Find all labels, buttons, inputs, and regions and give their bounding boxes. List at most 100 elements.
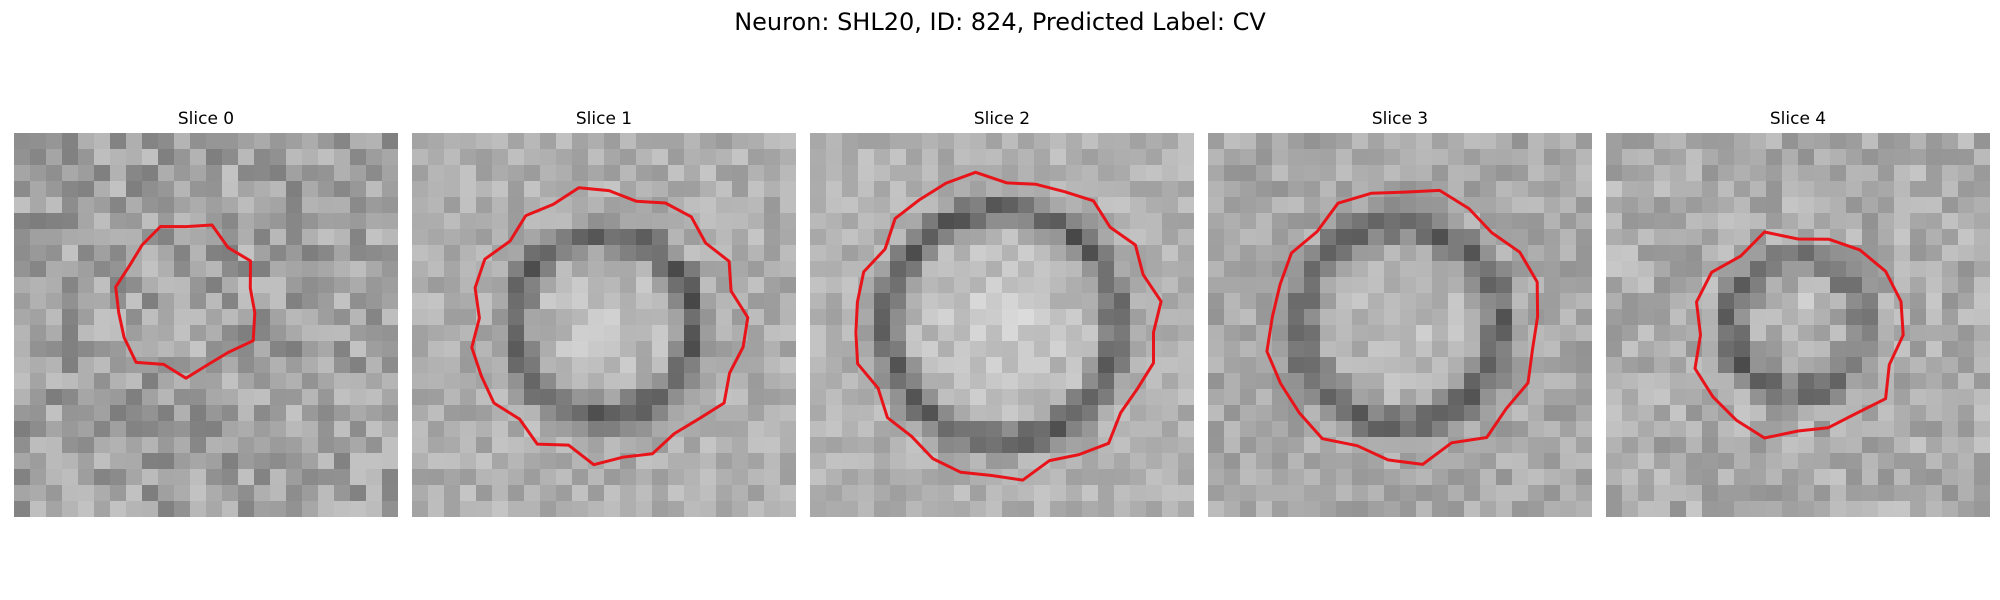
pixel bbox=[684, 469, 701, 486]
pixel bbox=[302, 149, 319, 166]
pixel bbox=[476, 501, 493, 517]
pixel bbox=[1878, 485, 1895, 502]
pixel bbox=[1480, 245, 1497, 262]
pixel bbox=[460, 149, 477, 166]
pixel bbox=[652, 501, 669, 517]
pixel bbox=[476, 421, 493, 438]
pixel bbox=[826, 453, 843, 470]
pixel bbox=[1208, 421, 1225, 438]
pixel bbox=[1114, 341, 1131, 358]
pixel bbox=[1304, 261, 1321, 278]
pixel bbox=[1576, 309, 1592, 326]
pixel bbox=[1654, 133, 1671, 150]
pixel bbox=[174, 405, 191, 422]
pixel bbox=[254, 229, 271, 246]
pixel bbox=[1098, 389, 1115, 406]
pixel bbox=[1256, 149, 1273, 166]
pixel bbox=[588, 405, 605, 422]
pixel bbox=[412, 501, 429, 517]
pixel bbox=[1560, 373, 1577, 390]
pixel bbox=[334, 181, 351, 198]
pixel bbox=[636, 149, 653, 166]
pixel bbox=[700, 309, 717, 326]
pixel bbox=[556, 293, 573, 310]
pixel bbox=[382, 501, 398, 517]
pixel bbox=[1114, 261, 1131, 278]
pixel bbox=[1544, 229, 1561, 246]
pixel bbox=[1958, 229, 1975, 246]
pixel bbox=[126, 421, 143, 438]
pixel bbox=[1782, 357, 1799, 374]
pixel bbox=[1894, 453, 1911, 470]
pixel bbox=[1114, 405, 1131, 422]
pixel bbox=[1686, 421, 1703, 438]
pixel bbox=[62, 197, 79, 214]
pixel bbox=[1066, 165, 1083, 182]
pixel bbox=[1750, 341, 1767, 358]
pixel bbox=[1400, 133, 1417, 150]
pixel bbox=[1368, 309, 1385, 326]
pixel bbox=[1480, 469, 1497, 486]
pixel bbox=[906, 165, 923, 182]
pixel bbox=[890, 389, 907, 406]
pixel bbox=[1416, 277, 1433, 294]
pixel bbox=[1130, 309, 1147, 326]
pixel bbox=[1560, 277, 1577, 294]
pixel bbox=[1974, 229, 1990, 246]
pixel bbox=[858, 229, 875, 246]
pixel bbox=[1606, 325, 1623, 342]
pixel bbox=[1066, 357, 1083, 374]
pixel bbox=[1846, 309, 1863, 326]
pixel bbox=[700, 133, 717, 150]
pixel bbox=[1336, 389, 1353, 406]
pixel bbox=[1974, 277, 1990, 294]
pixel bbox=[1002, 389, 1019, 406]
pixel bbox=[858, 149, 875, 166]
pixel bbox=[1336, 357, 1353, 374]
pixel bbox=[254, 133, 271, 150]
pixel bbox=[652, 213, 669, 230]
pixel bbox=[826, 405, 843, 422]
pixel bbox=[1448, 133, 1465, 150]
pixel bbox=[1576, 501, 1592, 517]
pixel bbox=[540, 357, 557, 374]
pixel bbox=[1750, 277, 1767, 294]
pixel bbox=[190, 485, 207, 502]
pixel bbox=[1304, 197, 1321, 214]
pixel bbox=[1686, 229, 1703, 246]
pixel bbox=[1400, 245, 1417, 262]
pixel bbox=[1384, 341, 1401, 358]
pixel bbox=[1224, 341, 1241, 358]
pixel bbox=[1018, 149, 1035, 166]
pixel bbox=[842, 149, 859, 166]
pixel bbox=[1560, 501, 1577, 517]
pixel bbox=[302, 373, 319, 390]
pixel bbox=[858, 181, 875, 198]
pixel bbox=[620, 293, 637, 310]
pixel bbox=[1178, 229, 1194, 246]
pixel bbox=[366, 357, 383, 374]
pixel bbox=[1432, 389, 1449, 406]
pixel bbox=[302, 405, 319, 422]
pixel bbox=[1066, 213, 1083, 230]
pixel bbox=[318, 421, 335, 438]
pixel bbox=[492, 437, 509, 454]
pixel bbox=[1798, 293, 1815, 310]
pixel bbox=[286, 229, 303, 246]
pixel bbox=[302, 485, 319, 502]
pixel bbox=[334, 293, 351, 310]
pixel bbox=[1576, 213, 1592, 230]
pixel bbox=[1830, 277, 1847, 294]
pixel bbox=[700, 261, 717, 278]
pixel bbox=[636, 181, 653, 198]
pixel bbox=[1496, 261, 1513, 278]
pixel bbox=[1448, 309, 1465, 326]
pixel bbox=[78, 485, 95, 502]
pixel bbox=[1814, 437, 1831, 454]
pixel bbox=[1512, 309, 1529, 326]
pixel bbox=[428, 325, 445, 342]
pixel bbox=[302, 213, 319, 230]
pixel bbox=[636, 293, 653, 310]
pixel bbox=[1750, 133, 1767, 150]
pixel bbox=[30, 165, 47, 182]
